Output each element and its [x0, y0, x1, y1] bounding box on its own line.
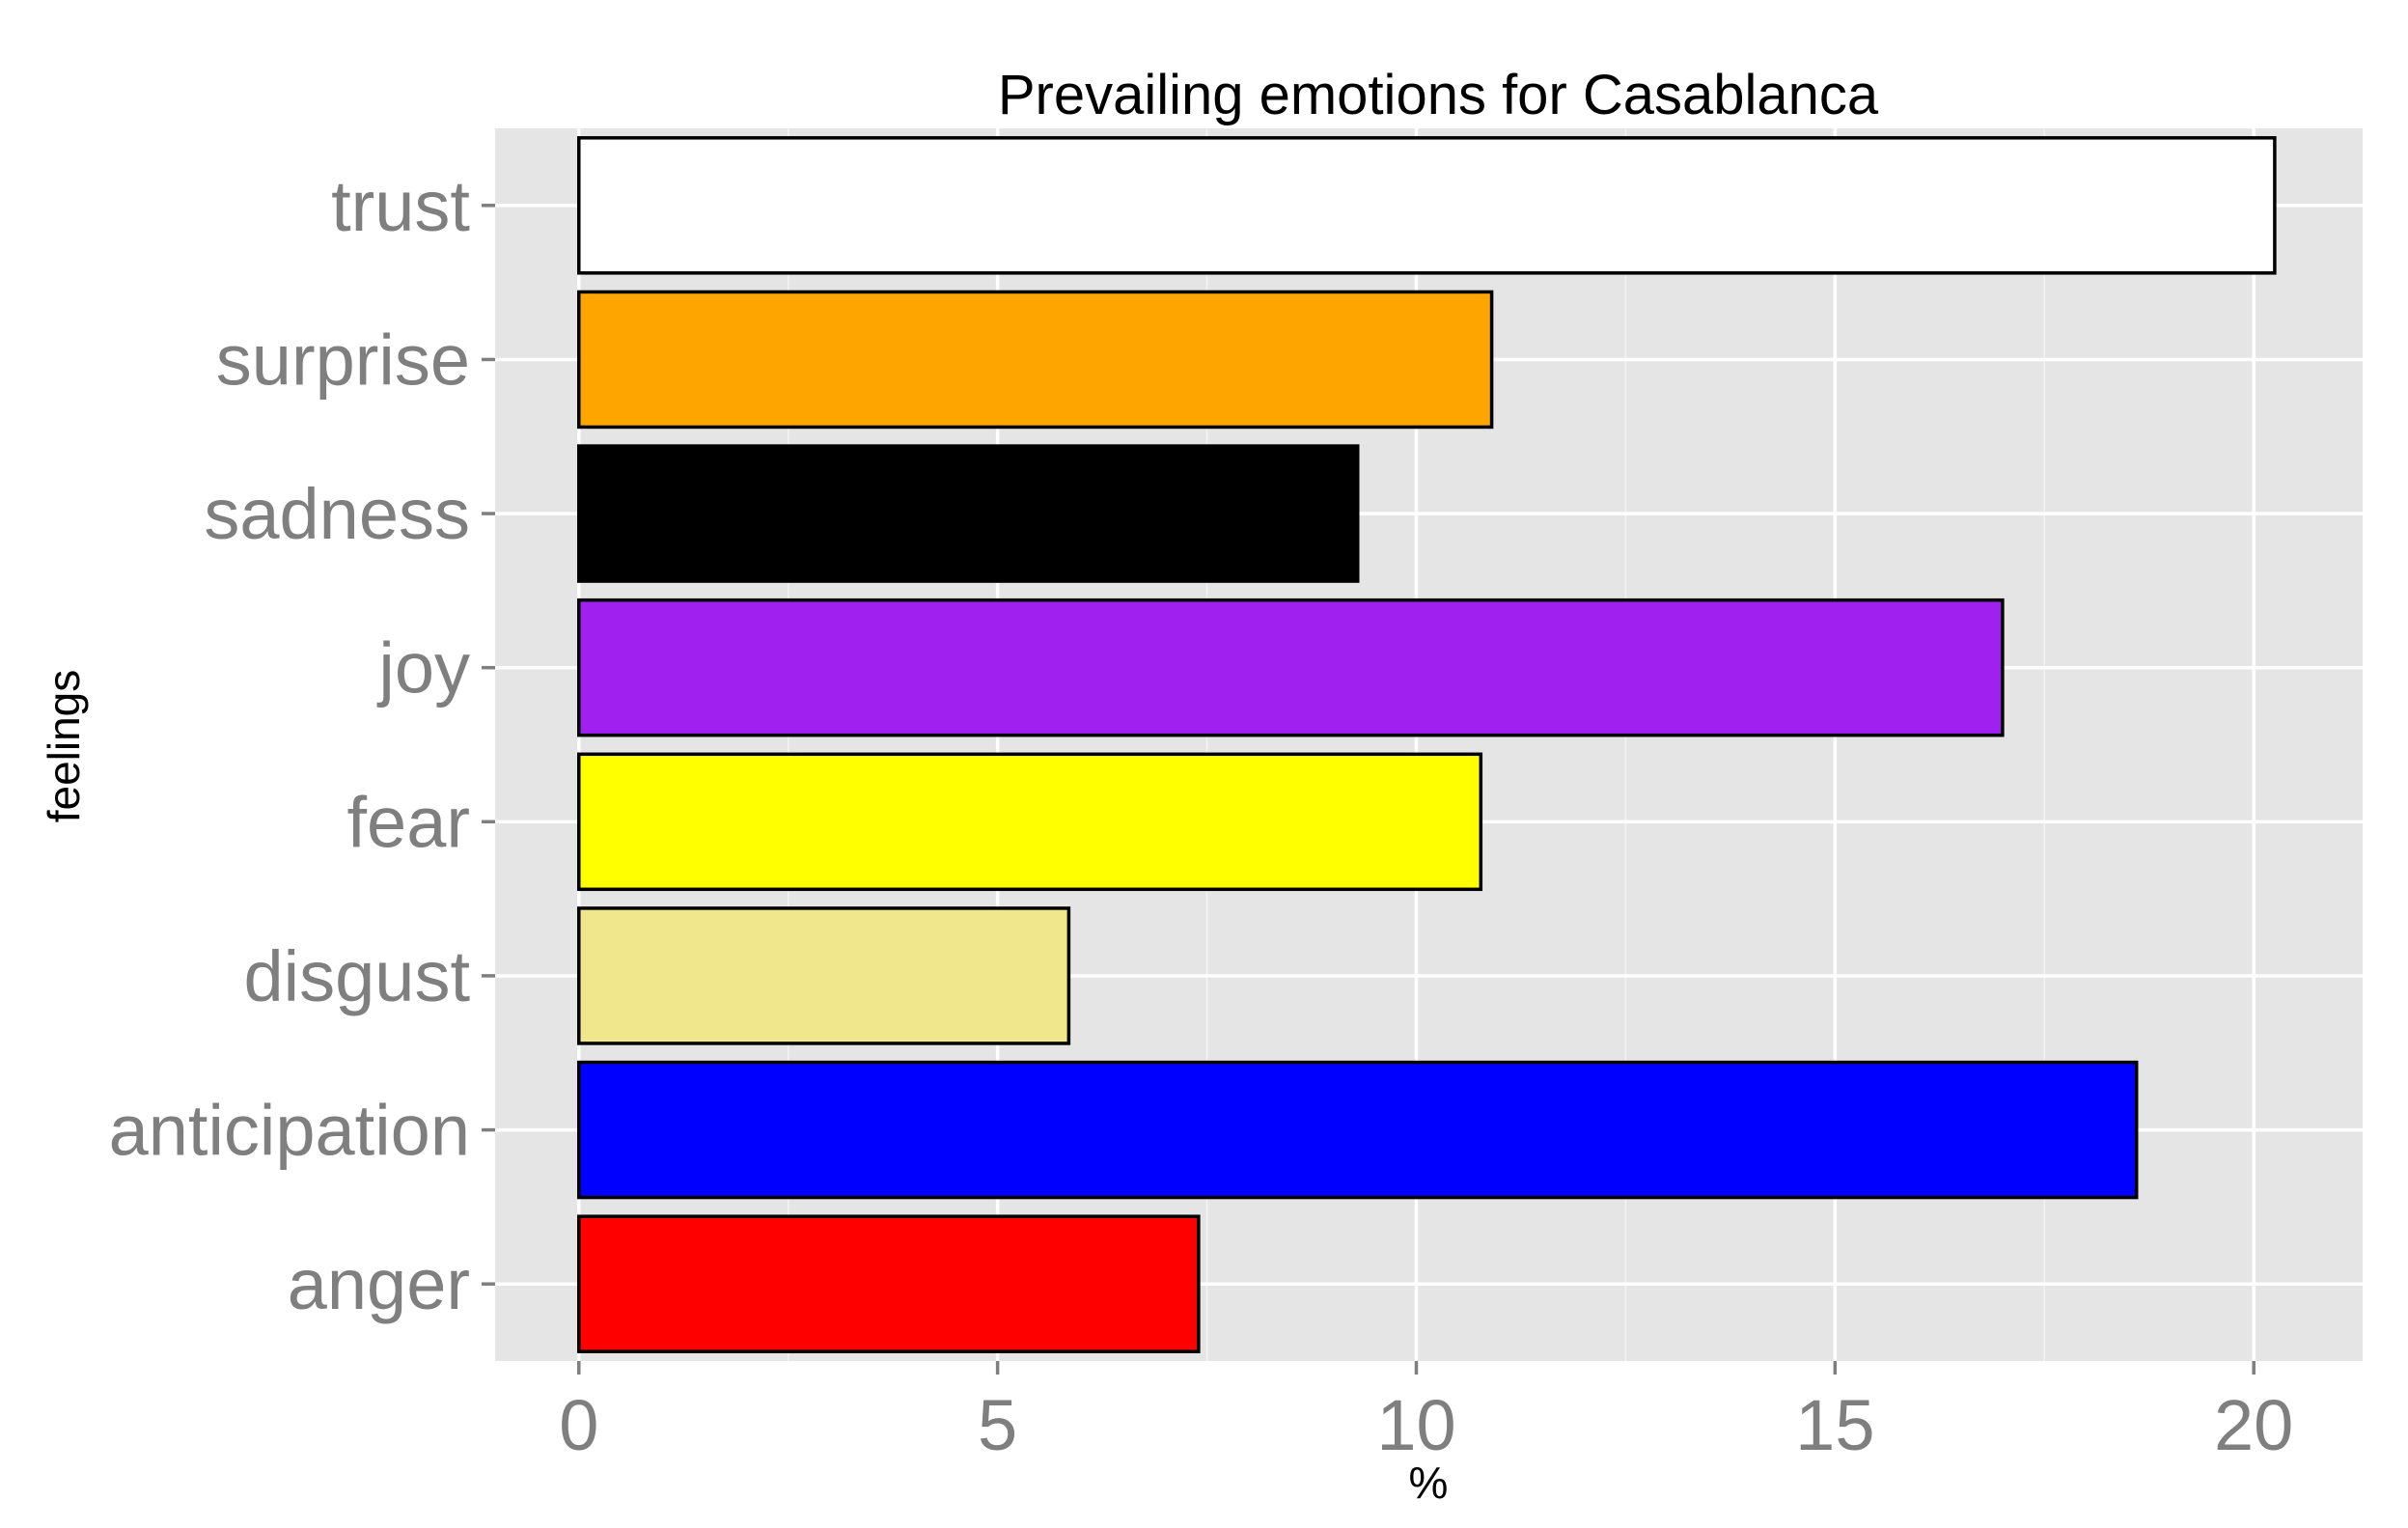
- bar-sadness: [577, 444, 1360, 583]
- category-label-joy: joy: [376, 628, 470, 708]
- chart-title: Prevailing emotions for Casablanca: [998, 64, 1879, 126]
- x-tick-label-20: 20: [2214, 1385, 2293, 1465]
- bar-trust: [577, 136, 2277, 275]
- category-label-surprise: surprise: [216, 319, 470, 400]
- x-tick-label-10: 10: [1376, 1385, 1455, 1465]
- bar-surprise: [577, 290, 1494, 430]
- category-label-trust: trust: [331, 166, 470, 246]
- bar-anticipation: [577, 1060, 2139, 1200]
- x-axis-title: %: [1409, 1458, 1449, 1508]
- category-label-disgust: disgust: [244, 936, 471, 1016]
- x-tick-label-5: 5: [978, 1385, 1017, 1465]
- y-axis-title: feelings: [39, 670, 89, 823]
- category-label-anticipation: anticipation: [109, 1091, 470, 1171]
- category-label-sadness: sadness: [204, 474, 470, 554]
- y-axis: anger anticipation disgust fear joy sadness su…: [109, 166, 495, 1324]
- category-label-anger: anger: [288, 1244, 470, 1324]
- category-label-fear: fear: [346, 782, 470, 862]
- bar-disgust: [577, 906, 1071, 1045]
- bar-fear: [577, 752, 1483, 892]
- bar-anger: [577, 1214, 1201, 1353]
- x-axis: 0 5 10 15 20: [559, 1361, 2293, 1465]
- x-tick-label-15: 15: [1795, 1385, 1874, 1465]
- x-tick-label-0: 0: [559, 1385, 598, 1465]
- bars: [577, 136, 2277, 1353]
- bar-joy: [577, 597, 2005, 737]
